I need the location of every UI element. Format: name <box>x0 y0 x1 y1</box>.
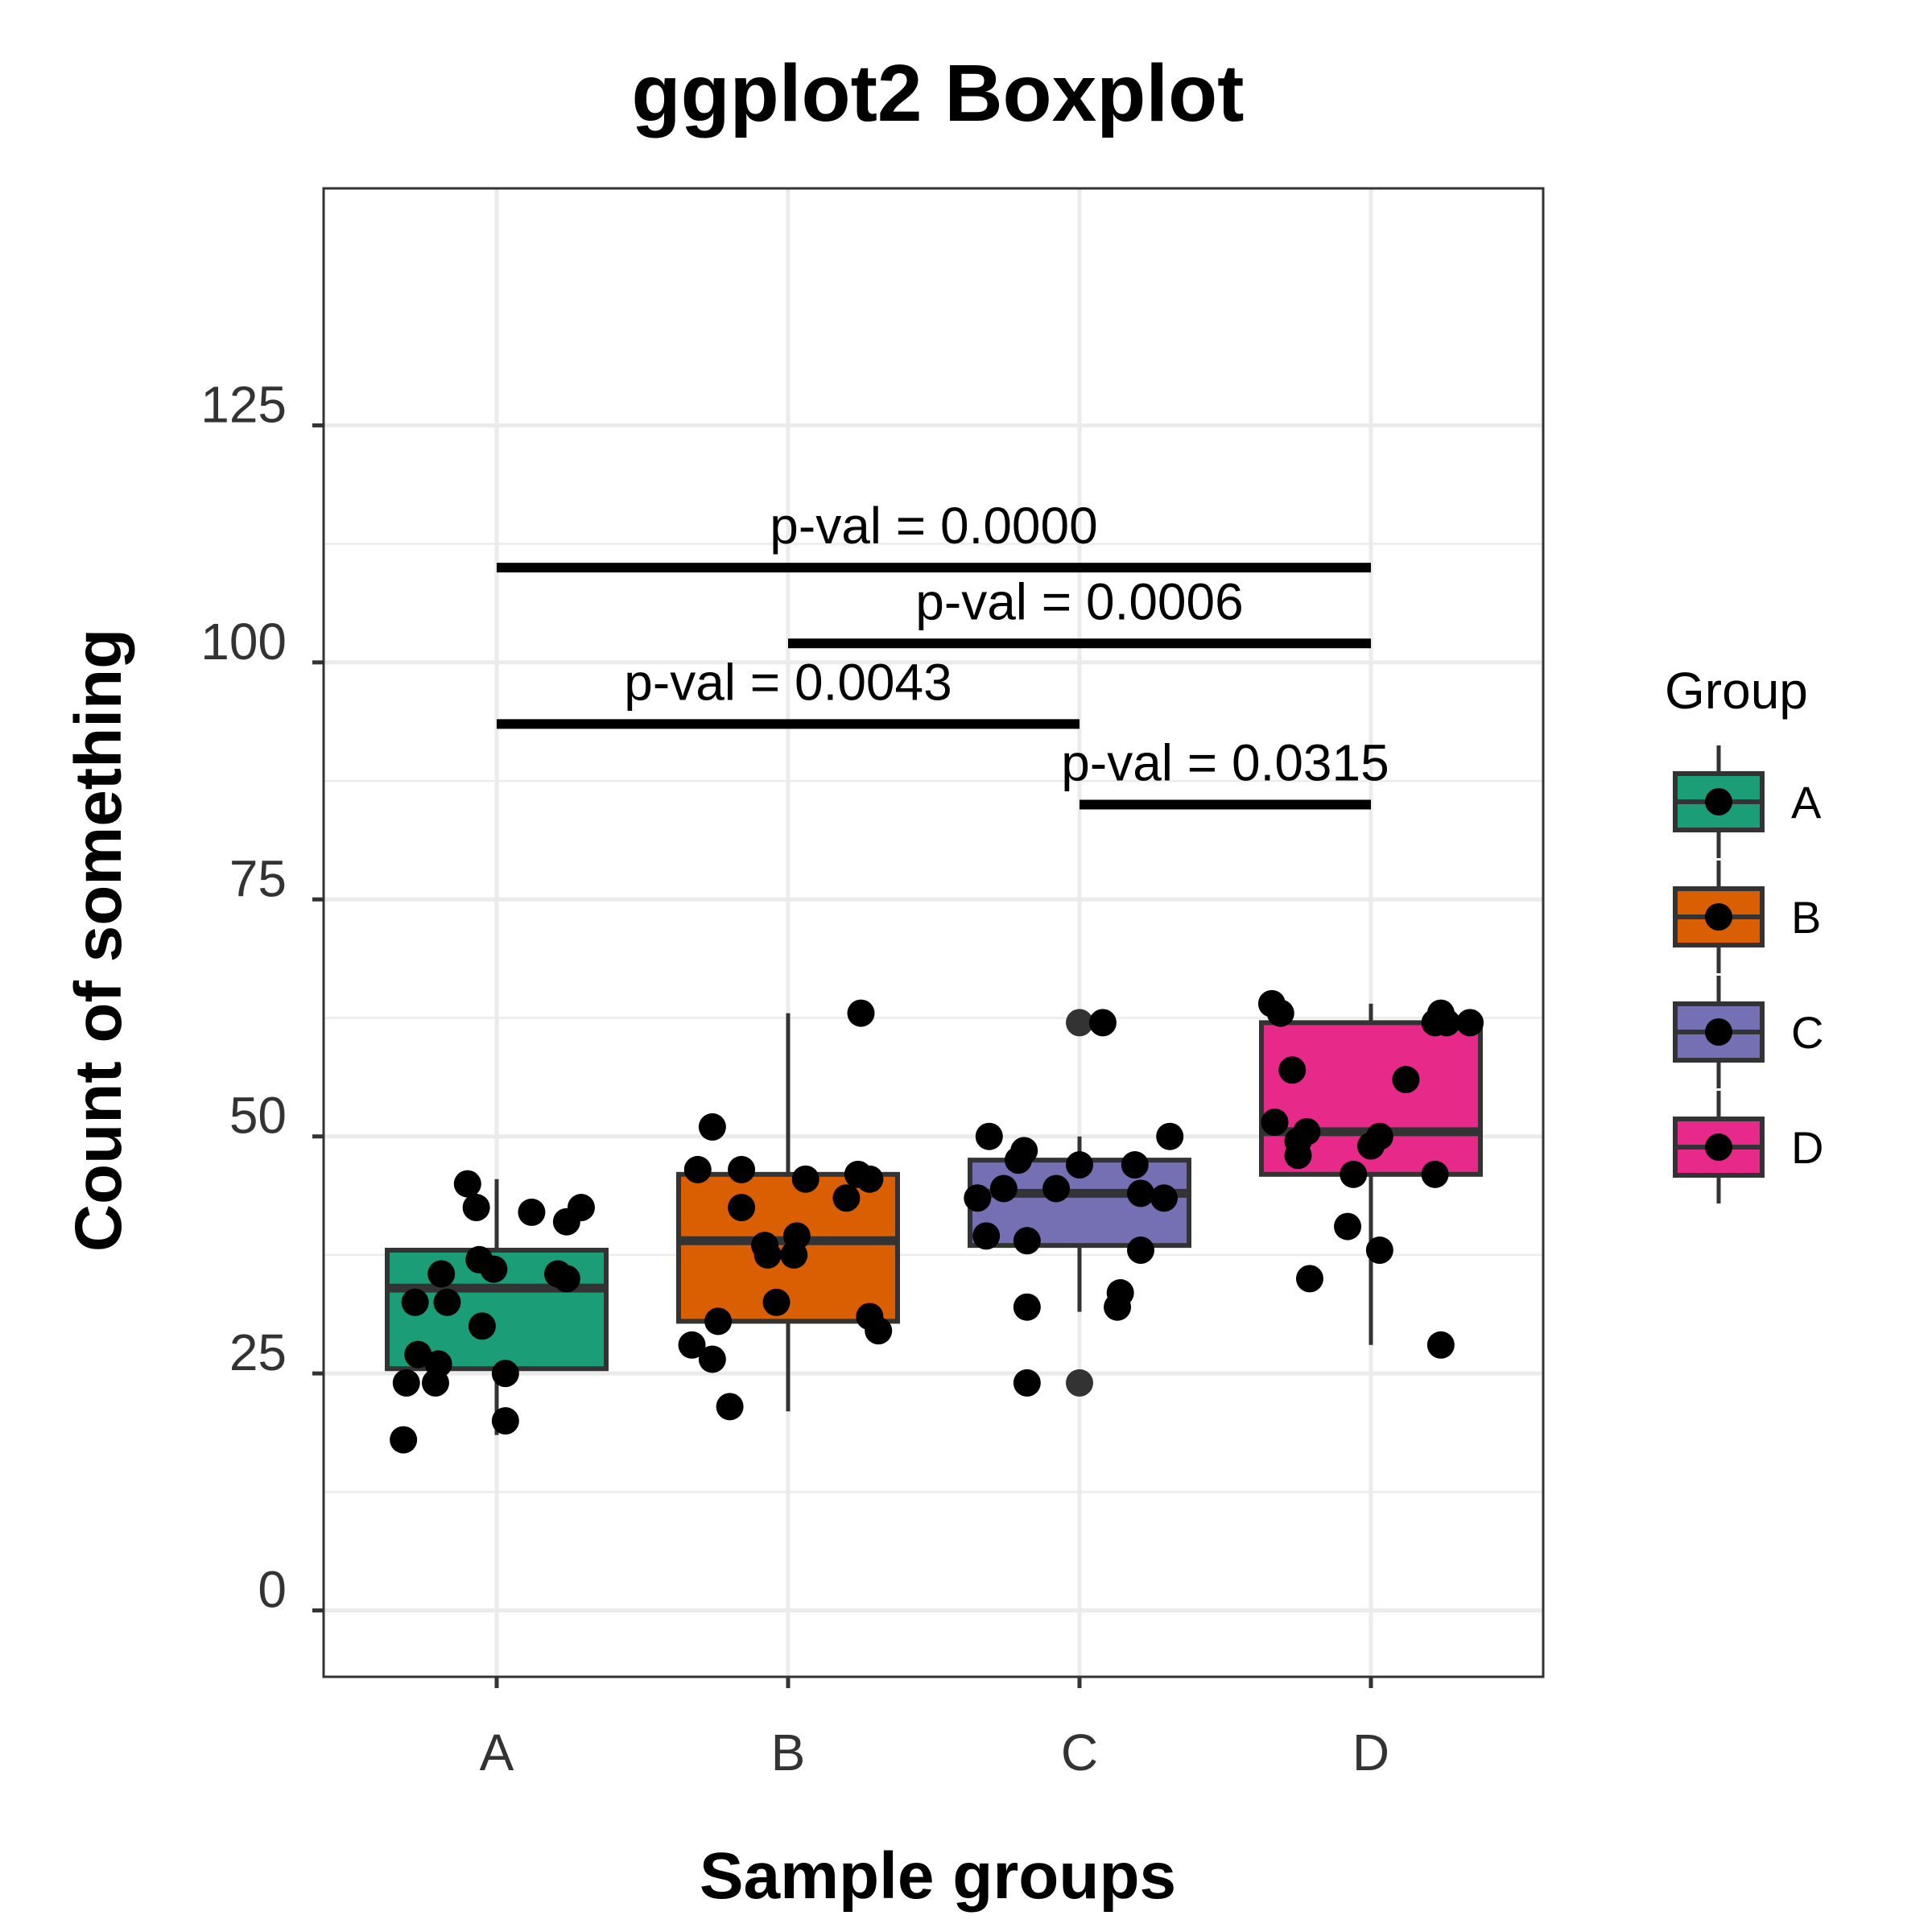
data-point <box>1284 1141 1312 1170</box>
data-point <box>1392 1066 1420 1094</box>
legend-label-d: D <box>1791 1122 1823 1173</box>
legend-label-b: B <box>1791 892 1821 943</box>
x-tick-label: B <box>771 1724 806 1781</box>
data-point <box>728 1155 756 1183</box>
data-point <box>683 1155 712 1183</box>
data-point <box>424 1350 452 1378</box>
panel-border <box>322 187 1545 1678</box>
data-point <box>1456 1009 1484 1037</box>
chart-title: ggplot2 Boxplot <box>632 48 1245 138</box>
data-point <box>698 1113 726 1141</box>
data-point <box>1013 1368 1041 1397</box>
data-point <box>728 1194 756 1222</box>
data-point <box>1433 1009 1461 1037</box>
data-point <box>1127 1236 1155 1265</box>
y-tick-label: 25 <box>229 1323 287 1381</box>
data-point <box>1266 999 1294 1027</box>
data-point <box>462 1194 490 1222</box>
data-point <box>1150 1184 1178 1212</box>
data-point <box>1042 1174 1071 1203</box>
legend: Group A B C D <box>1665 662 1823 1203</box>
legend-key-point-b <box>1705 903 1732 931</box>
data-point <box>782 1222 811 1250</box>
data-point <box>433 1288 461 1316</box>
data-point <box>1295 1265 1323 1293</box>
outlier-point <box>1066 1368 1093 1397</box>
y-tick-label: 100 <box>200 613 287 671</box>
data-point <box>1421 1160 1449 1188</box>
legend-title: Group <box>1665 662 1808 720</box>
x-tick-label: D <box>1352 1724 1389 1781</box>
data-point <box>1127 1179 1155 1208</box>
data-point <box>480 1255 508 1283</box>
panel-background <box>324 188 1543 1677</box>
data-point <box>1013 1293 1041 1321</box>
data-point <box>468 1312 496 1340</box>
outlier-point <box>1066 1009 1093 1037</box>
data-point <box>847 999 875 1027</box>
data-point <box>865 1317 893 1345</box>
data-point <box>491 1407 519 1435</box>
data-point <box>567 1194 595 1222</box>
data-point <box>1365 1122 1393 1150</box>
data-point <box>1010 1137 1038 1165</box>
legend-label-c: C <box>1791 1007 1823 1058</box>
data-point <box>401 1288 429 1316</box>
data-point <box>453 1170 481 1198</box>
data-point <box>856 1165 884 1193</box>
data-point <box>1426 1331 1455 1359</box>
y-axis-title: Count of something <box>62 629 135 1252</box>
data-point <box>975 1122 1003 1150</box>
data-point <box>390 1426 418 1454</box>
legend-key-point-d <box>1705 1133 1732 1161</box>
data-point <box>1013 1227 1041 1255</box>
data-point <box>716 1393 744 1421</box>
data-point <box>989 1174 1018 1203</box>
x-tick-label: A <box>480 1724 514 1781</box>
data-point <box>1088 1009 1117 1037</box>
data-point <box>392 1368 420 1397</box>
data-point <box>1261 1108 1289 1137</box>
legend-label-a: A <box>1791 777 1822 828</box>
data-point <box>518 1198 546 1226</box>
data-point <box>552 1265 580 1293</box>
data-point <box>1334 1212 1362 1241</box>
plot-panel: p-val = 0.0000 p-val = 0.0006 p-val = 0.00… <box>200 187 1545 1781</box>
data-point <box>1121 1151 1149 1179</box>
data-point <box>762 1288 791 1316</box>
data-point <box>753 1241 782 1269</box>
legend-key-point-c <box>1705 1018 1732 1046</box>
data-point <box>1106 1279 1134 1307</box>
data-point <box>1365 1236 1393 1265</box>
pvalue-label: p-val = 0.0043 <box>624 653 952 711</box>
pvalue-label: p-val = 0.0315 <box>1061 734 1389 792</box>
data-point <box>791 1165 819 1193</box>
data-point <box>678 1331 706 1359</box>
data-point <box>972 1222 1001 1250</box>
data-point <box>1278 1056 1307 1084</box>
data-point <box>404 1340 432 1368</box>
x-axis-title: Sample groups <box>700 1839 1176 1913</box>
data-point <box>1066 1151 1093 1179</box>
legend-key-point-a <box>1705 788 1732 815</box>
pvalue-label: p-val = 0.0006 <box>915 572 1243 630</box>
data-point <box>698 1345 726 1373</box>
data-point <box>964 1184 992 1212</box>
x-tick-label: C <box>1061 1724 1098 1781</box>
y-tick-label: 125 <box>200 375 287 433</box>
data-point <box>491 1360 519 1388</box>
data-point <box>1340 1160 1368 1188</box>
data-point <box>1293 1117 1321 1146</box>
data-point <box>832 1184 861 1212</box>
y-tick-label: 0 <box>258 1561 287 1619</box>
pvalue-label: p-val = 0.0000 <box>770 497 1097 555</box>
y-tick-label: 75 <box>229 849 287 907</box>
data-point <box>427 1260 456 1288</box>
y-tick-label: 50 <box>229 1087 287 1145</box>
data-point <box>1156 1122 1184 1150</box>
data-point <box>704 1307 733 1335</box>
